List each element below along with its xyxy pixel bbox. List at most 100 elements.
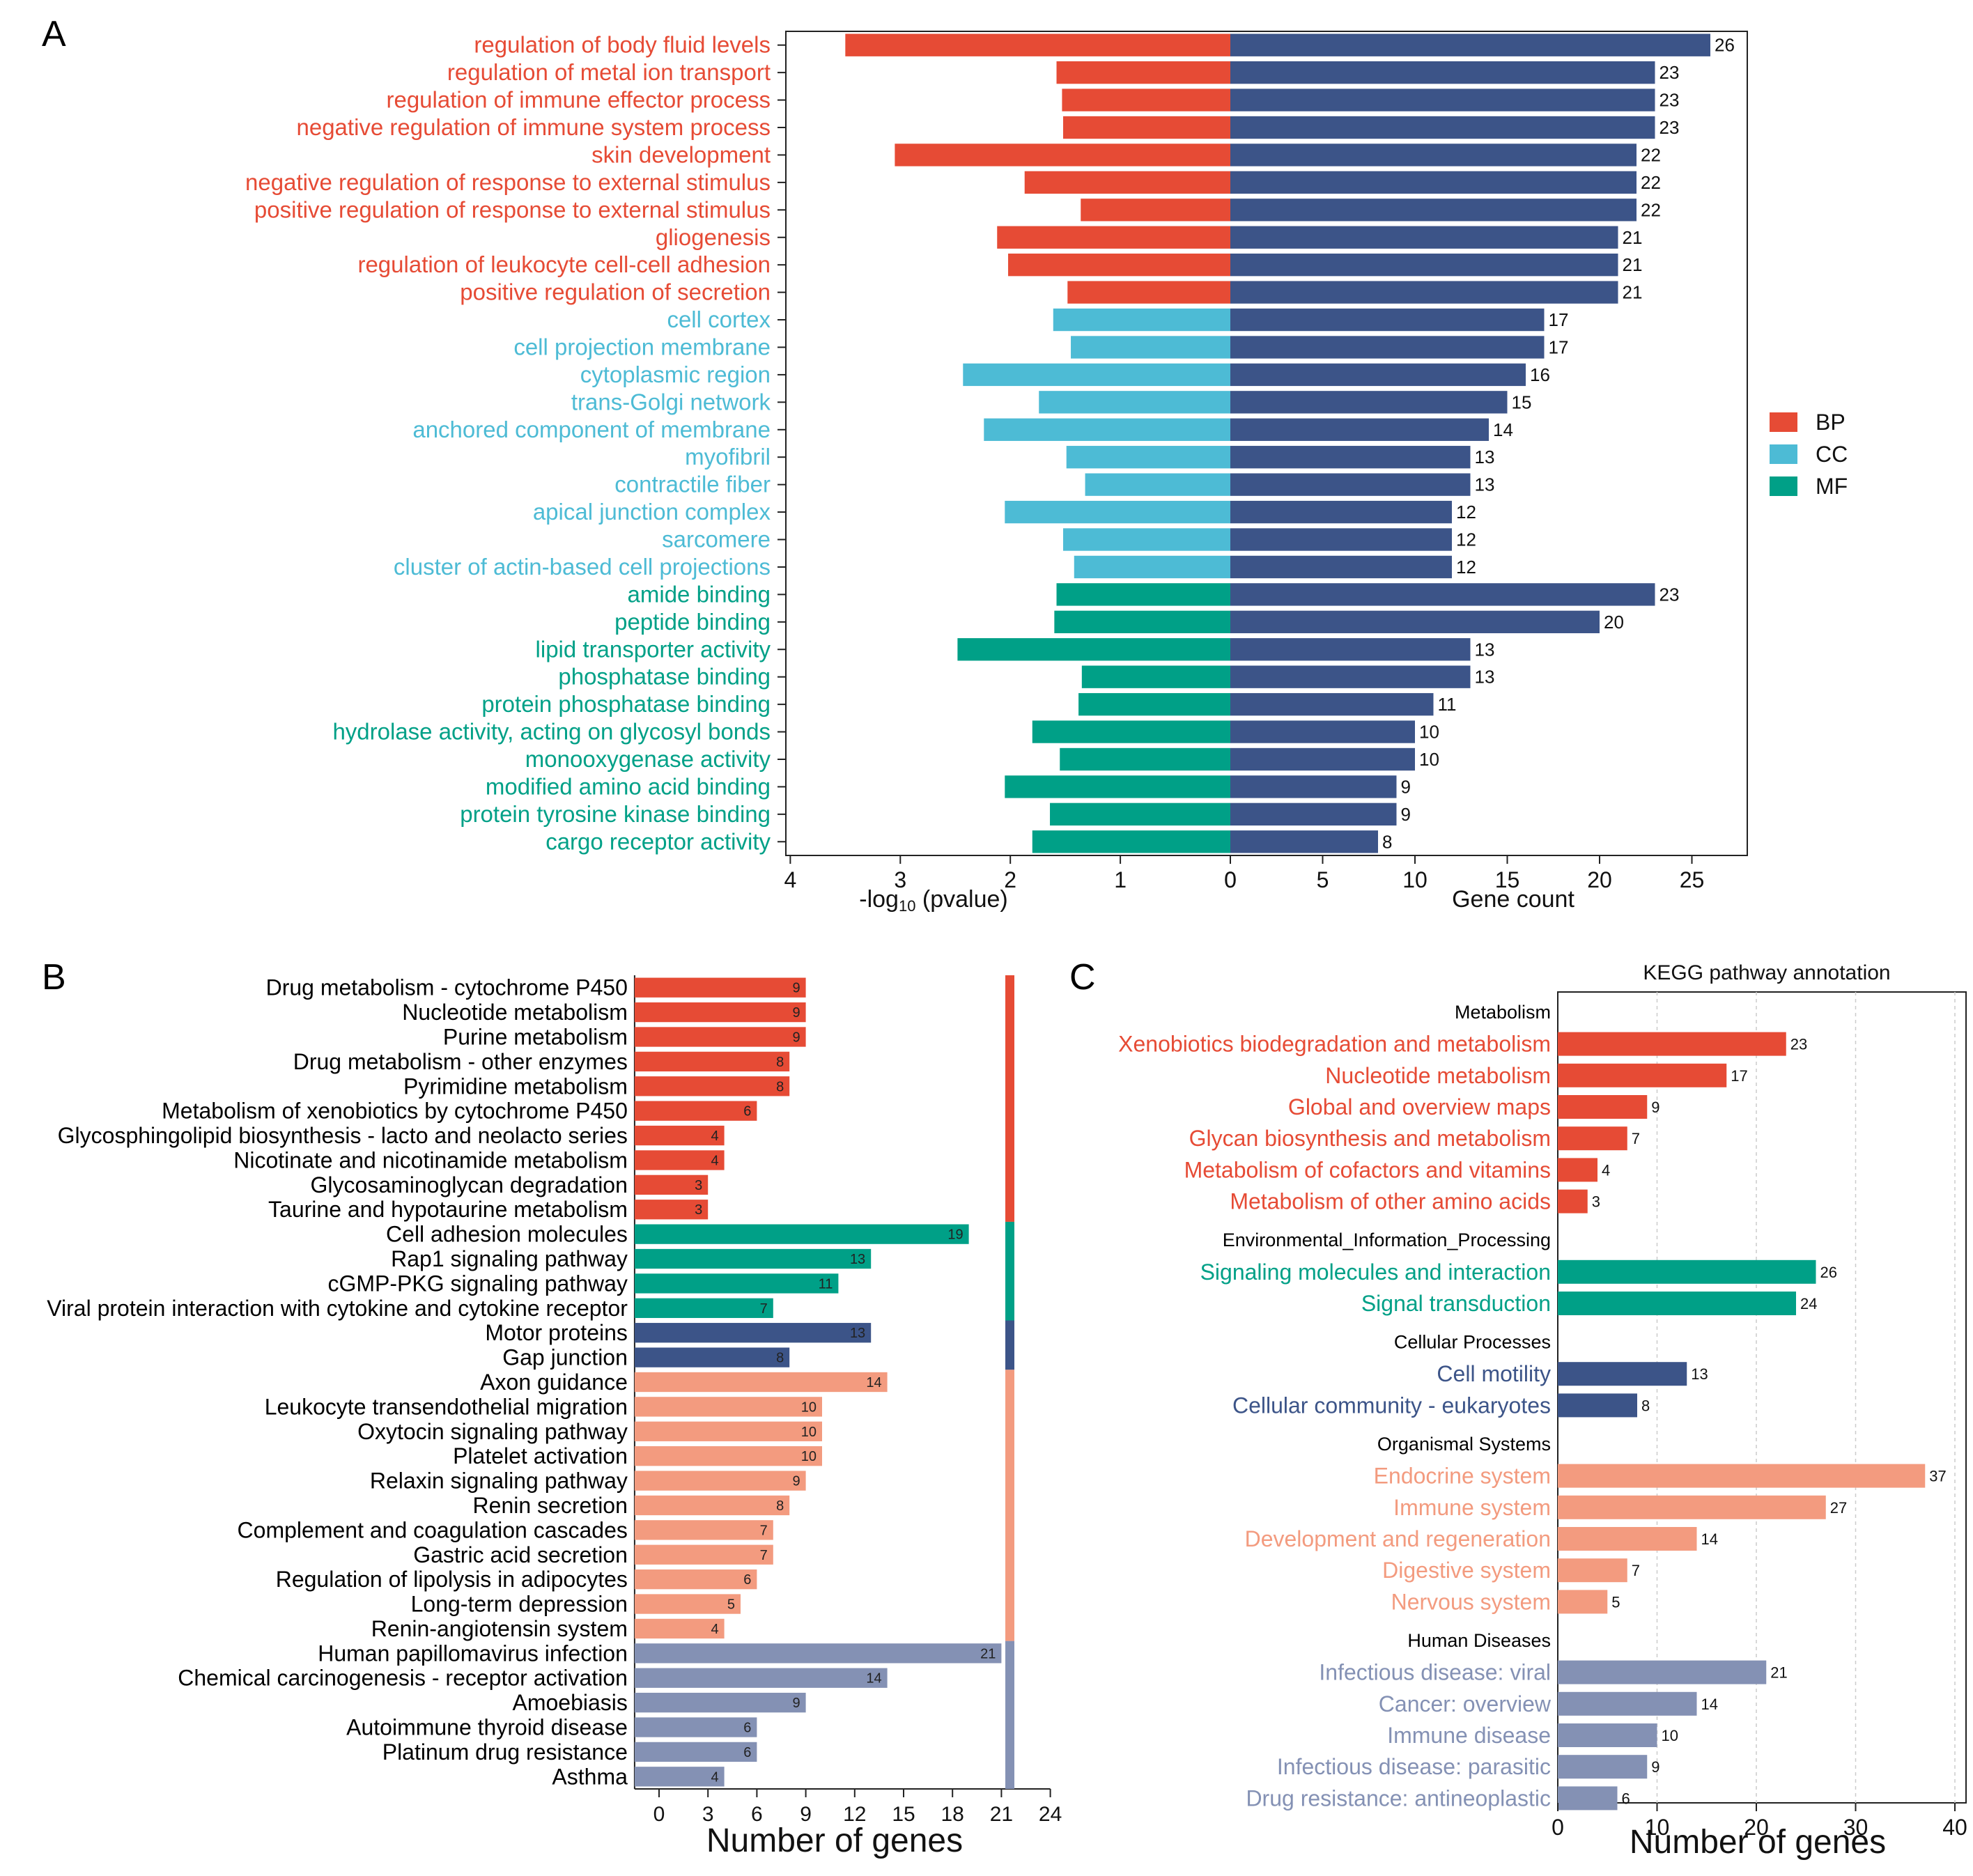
left-axis-title: -log10 (pvalue): [859, 886, 1007, 915]
pvalue-bar: [845, 33, 1230, 56]
bar-value-label: 9: [1651, 1758, 1659, 1776]
go-term-label: peptide binding: [614, 609, 771, 635]
pathway-bar: [634, 1051, 790, 1072]
go-term-label: modified amino acid binding: [486, 773, 771, 799]
go-term-label: amide binding: [628, 581, 771, 607]
pathway-label: Asthma: [552, 1764, 628, 1789]
bar-value-label: 3: [695, 1178, 702, 1193]
pathway-label: Complement and coagulation cascades: [238, 1517, 628, 1542]
section-header: Cellular Processes: [1394, 1332, 1551, 1353]
annotation-label: Drug resistance: antineoplastic: [1246, 1785, 1551, 1811]
pathway-label: Regulation of lipolysis in adipocytes: [276, 1567, 628, 1592]
annotation-label: Nervous system: [1391, 1589, 1551, 1614]
pathway-bar: [634, 1471, 806, 1491]
pvalue-bar: [1071, 336, 1230, 359]
bar-value-label: 11: [819, 1276, 833, 1292]
pvalue-bar: [1005, 500, 1230, 524]
pvalue-bar: [1085, 473, 1230, 496]
bar-value-label: 4: [711, 1769, 718, 1785]
gene-count-bar: [1230, 610, 1600, 633]
gene-count-value: 12: [1456, 529, 1476, 550]
x-axis-title: Number of genes: [706, 1822, 963, 1859]
x-tick-label: 18: [941, 1803, 964, 1826]
gene-count-value: 8: [1382, 831, 1392, 852]
x-tick-label: 0: [1552, 1815, 1564, 1840]
go-term-label: protein phosphatase binding: [481, 691, 771, 717]
pathway-label: Chemical carcinogenesis - receptor activ…: [178, 1666, 628, 1691]
annotation-bar: [1558, 1495, 1826, 1519]
pathway-label: Amoebiasis: [512, 1690, 627, 1715]
pvalue-bar: [1081, 199, 1230, 222]
pathway-bar: [634, 1125, 725, 1146]
bar-value-label: 23: [1790, 1036, 1807, 1053]
pvalue-bar: [1066, 446, 1230, 469]
pathway-label: cGMP-PKG signaling pathway: [327, 1271, 627, 1296]
x-tick-label: 12: [843, 1803, 866, 1826]
annotation-bar: [1558, 1590, 1608, 1614]
pathway-label: Human papillomavirus infection: [318, 1641, 628, 1666]
pvalue-bar: [1024, 171, 1230, 194]
pathway-bar: [634, 1717, 757, 1737]
gene-count-value: 13: [1475, 639, 1495, 660]
pvalue-bar: [997, 226, 1230, 249]
gene-count-value: 13: [1475, 667, 1495, 688]
pathway-bar: [634, 1200, 709, 1220]
annotation-label: Immune disease: [1387, 1723, 1551, 1748]
pathway-bar: [634, 1643, 1002, 1664]
bar-value-label: 6: [743, 1745, 751, 1760]
bar-value-label: 6: [743, 1721, 751, 1736]
x-tick-label: 10: [1645, 1815, 1670, 1840]
x-tick-label: 21: [990, 1803, 1013, 1826]
gene-count-value: 20: [1604, 612, 1624, 633]
pathway-bar: [634, 1742, 757, 1762]
x-axis-title: Number of genes: [1630, 1824, 1886, 1861]
go-term-label: positive regulation of response to exter…: [254, 196, 771, 222]
bar-value-label: 10: [801, 1449, 817, 1464]
bar-value-label: 21: [980, 1646, 996, 1661]
panel-a-plot-frame: [785, 31, 1748, 856]
bar-value-label: 8: [1641, 1397, 1650, 1414]
pvalue-bar: [1008, 254, 1230, 277]
gene-count-value: 11: [1438, 694, 1457, 715]
go-term-label: trans-Golgi network: [571, 389, 771, 414]
gene-count-value: 23: [1659, 584, 1680, 605]
x-tick-label: 0: [653, 1803, 665, 1826]
annotation-bar: [1558, 1723, 1657, 1747]
pvalue-bar: [1074, 555, 1230, 579]
gene-count-value: 23: [1659, 117, 1680, 138]
pathway-bar: [634, 1618, 725, 1639]
gene-count-bar: [1230, 33, 1710, 56]
pathway-label: Renin-angiotensin system: [371, 1616, 628, 1641]
pathway-bar: [634, 977, 806, 998]
bar-value-label: 14: [866, 1671, 881, 1687]
pvalue-bar: [1056, 61, 1230, 84]
pvalue-bar: [1005, 775, 1230, 798]
right-axis-tick-label: 0: [1224, 867, 1237, 892]
pathway-bar: [634, 1520, 773, 1540]
annotation-bar: [1558, 1786, 1618, 1811]
pathway-label: Autoimmune thyroid disease: [346, 1715, 628, 1740]
gene-count-bar: [1230, 116, 1655, 139]
go-term-label: contractile fiber: [614, 472, 771, 497]
bar-value-label: 21: [1770, 1664, 1787, 1682]
bar-value-label: 4: [1602, 1161, 1610, 1179]
bar-value-label: 13: [850, 1252, 865, 1267]
gene-count-value: 10: [1419, 722, 1439, 743]
gene-count-value: 16: [1530, 364, 1550, 385]
category-strip-env: [1005, 1221, 1014, 1321]
annotation-label: Cellular community - eukaryotes: [1232, 1393, 1551, 1418]
go-term-label: gliogenesis: [656, 224, 771, 250]
annotation-label: Digestive system: [1382, 1558, 1551, 1583]
gene-count-bar: [1230, 418, 1489, 441]
annotation-label: Immune system: [1393, 1495, 1551, 1520]
bar-value-label: 9: [792, 1005, 800, 1021]
legend-swatch-cc: [1770, 444, 1797, 464]
annotation-bar: [1558, 1558, 1627, 1583]
annotation-bar: [1558, 1259, 1816, 1284]
left-axis-tick-label: 3: [894, 867, 906, 892]
x-tick-label: 24: [1039, 1803, 1062, 1826]
annotation-bar: [1558, 1527, 1697, 1551]
gene-count-value: 26: [1715, 35, 1735, 56]
x-tick-label: 15: [892, 1803, 915, 1826]
category-strip-metab: [1005, 975, 1014, 1222]
